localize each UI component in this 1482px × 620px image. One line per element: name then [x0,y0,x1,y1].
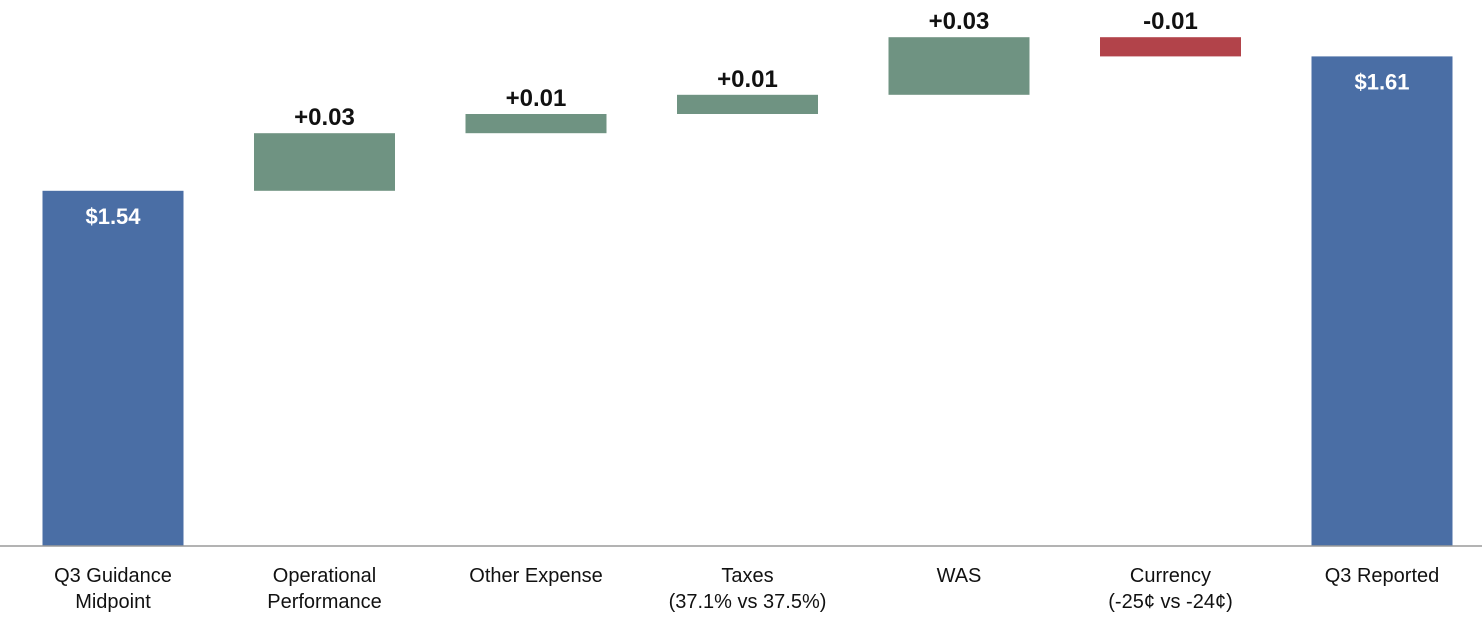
bar-value-label-1: +0.03 [294,104,355,131]
x-tick-label-3-line-1: (37.1% vs 37.5%) [669,591,827,613]
category-labels-layer: Q3 Guidance Midpoint Operational Performanc… [54,565,1439,613]
bar-value-label-0: $1.54 [85,204,141,229]
x-tick-label-5-line-0: Currency [1130,565,1211,587]
x-tick-label-2-line-0: Other Expense [469,565,602,587]
bar-increase-3 [677,94,818,114]
bar-value-label-4: +0.03 [929,8,990,35]
x-tick-label-0-line-1: Midpoint [75,591,151,613]
x-tick-label-5-line-1: (-25¢ vs -24¢) [1108,591,1233,613]
value-labels-layer: $1.54 +0.03 +0.01 +0.01 +0.03 -0.01 $1.61 [85,8,1409,229]
bar-total-6 [1311,56,1453,547]
bar-value-label-2: +0.01 [506,85,567,112]
x-tick-label-1-line-1: Performance [267,591,382,613]
x-tick-label-6-line-0: Q3 Reported [1325,565,1440,587]
bars-layer [42,37,1453,547]
x-tick-label-4-line-0: WAS [937,565,982,587]
bar-total-0 [42,190,184,547]
bar-value-label-5: -0.01 [1143,8,1198,35]
bar-decrease-5 [1100,37,1241,57]
x-tick-label-1-line-0: Operational [273,565,376,587]
x-tick-label-3-line-0: Taxes [721,565,773,587]
bar-value-label-3: +0.01 [717,66,778,93]
bar-value-label-6: $1.61 [1354,69,1409,94]
bar-increase-4 [888,37,1030,95]
x-tick-label-0-line-0: Q3 Guidance [54,565,172,587]
bar-increase-1 [254,133,395,191]
bar-increase-2 [465,114,607,134]
